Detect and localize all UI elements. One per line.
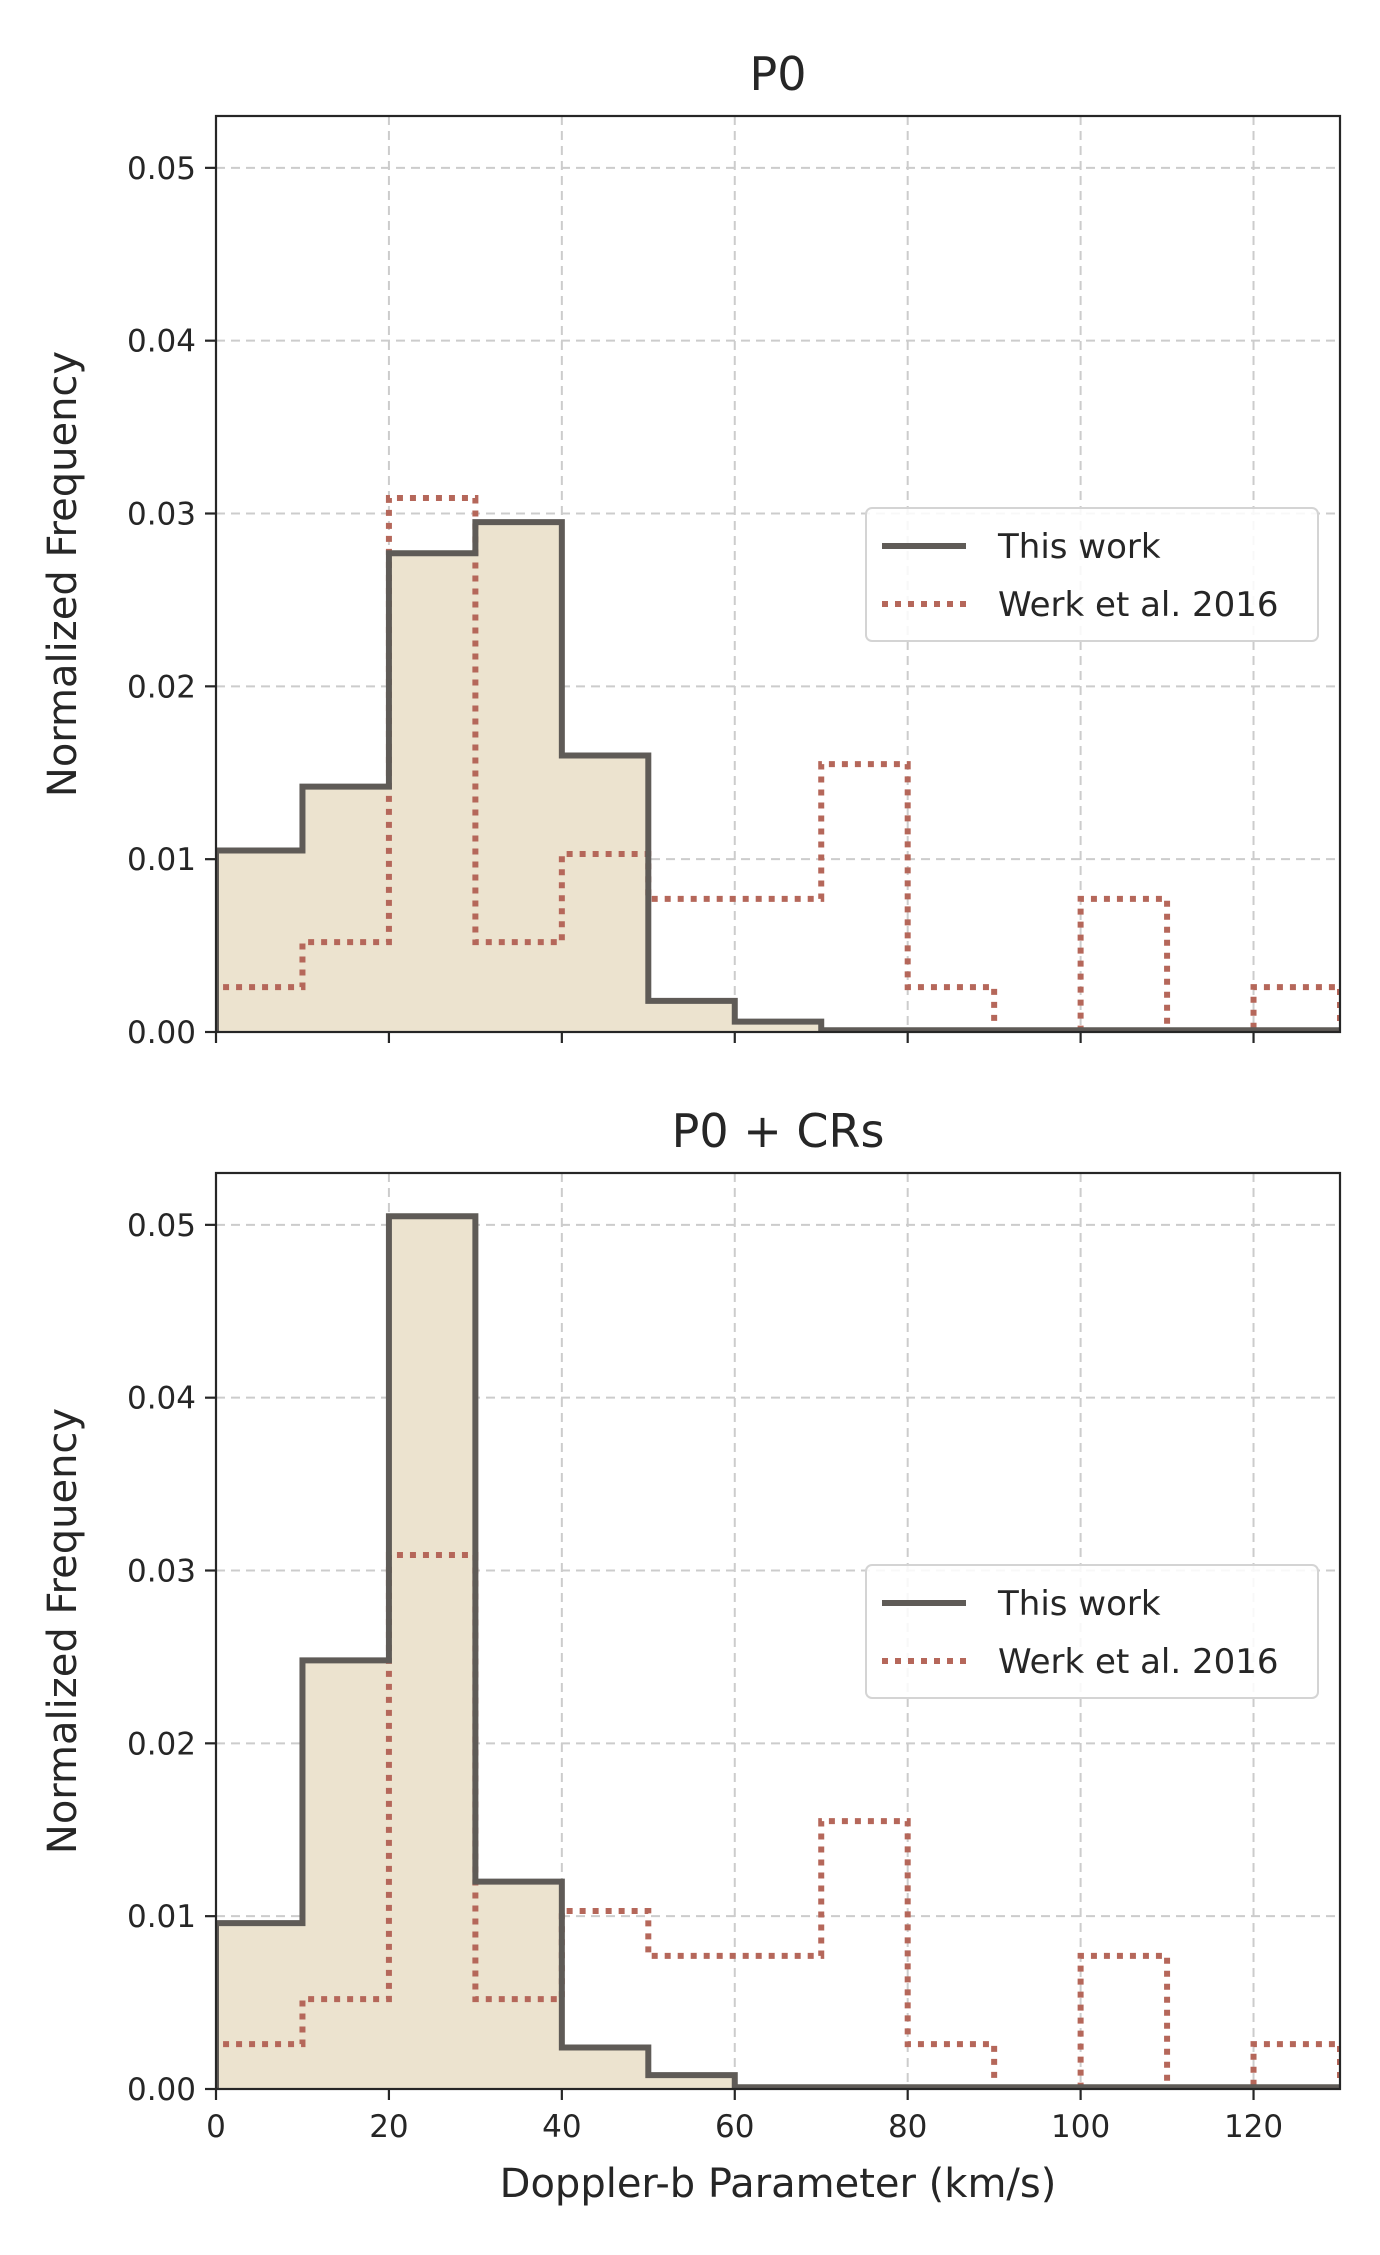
legend-box — [865, 1564, 1319, 1699]
y-tick-label: 0.04 — [127, 1381, 196, 1417]
y-tick-label: 0.01 — [127, 1899, 196, 1935]
legend-this-work-label: This work — [997, 527, 1161, 567]
axes-frame — [214, 114, 1342, 1034]
y-tick-label: 0.01 — [127, 842, 196, 878]
chart-title: P0 + CRs — [672, 1104, 885, 1158]
y-tick-label: 0.03 — [127, 497, 196, 533]
y-axis-label: Normalized Frequency — [40, 1408, 86, 1854]
legend-this-work-label: This work — [997, 1584, 1161, 1624]
y-axis-label: Normalized Frequency — [40, 351, 86, 797]
y-tick-label: 0.05 — [127, 151, 196, 187]
chart-title: P0 — [749, 47, 806, 101]
legend-box — [865, 507, 1319, 642]
x-tick-label: 100 — [1051, 2109, 1110, 2145]
x-tick-label: 20 — [369, 2109, 408, 2145]
x-tick-label: 120 — [1224, 2109, 1283, 2145]
y-tick-label: 0.00 — [127, 1015, 196, 1051]
y-tick-label: 0.03 — [127, 1554, 196, 1590]
x-tick-label: 40 — [542, 2109, 581, 2145]
x-axis-label: Doppler-b Parameter (km/s) — [500, 2161, 1057, 2207]
x-tick-label: 60 — [715, 2109, 754, 2145]
legend-werk-label: Werk et al. 2016 — [998, 1642, 1279, 1682]
y-tick-label: 0.04 — [127, 324, 196, 360]
werk-et-al-step-line — [216, 494, 1340, 1032]
werk-et-al-step-line — [216, 1551, 1340, 2089]
series-group — [216, 494, 1340, 1032]
y-tick-label: 0.02 — [127, 1726, 196, 1762]
axes-frame — [214, 1171, 1342, 2091]
series-group — [216, 1213, 1340, 2089]
legend-werk-label: Werk et al. 2016 — [998, 585, 1279, 625]
x-tick-label: 0 — [206, 2109, 226, 2145]
y-tick-label: 0.05 — [127, 1208, 196, 1244]
this-work-fill — [216, 1216, 1340, 2089]
y-tick-label: 0.02 — [127, 669, 196, 705]
this-work-fill — [216, 522, 1340, 1032]
x-tick-label: 80 — [888, 2109, 927, 2145]
y-tick-label: 0.00 — [127, 2072, 196, 2108]
this-work-step-line — [216, 1213, 1340, 2089]
this-work-step-line — [216, 519, 1340, 1032]
